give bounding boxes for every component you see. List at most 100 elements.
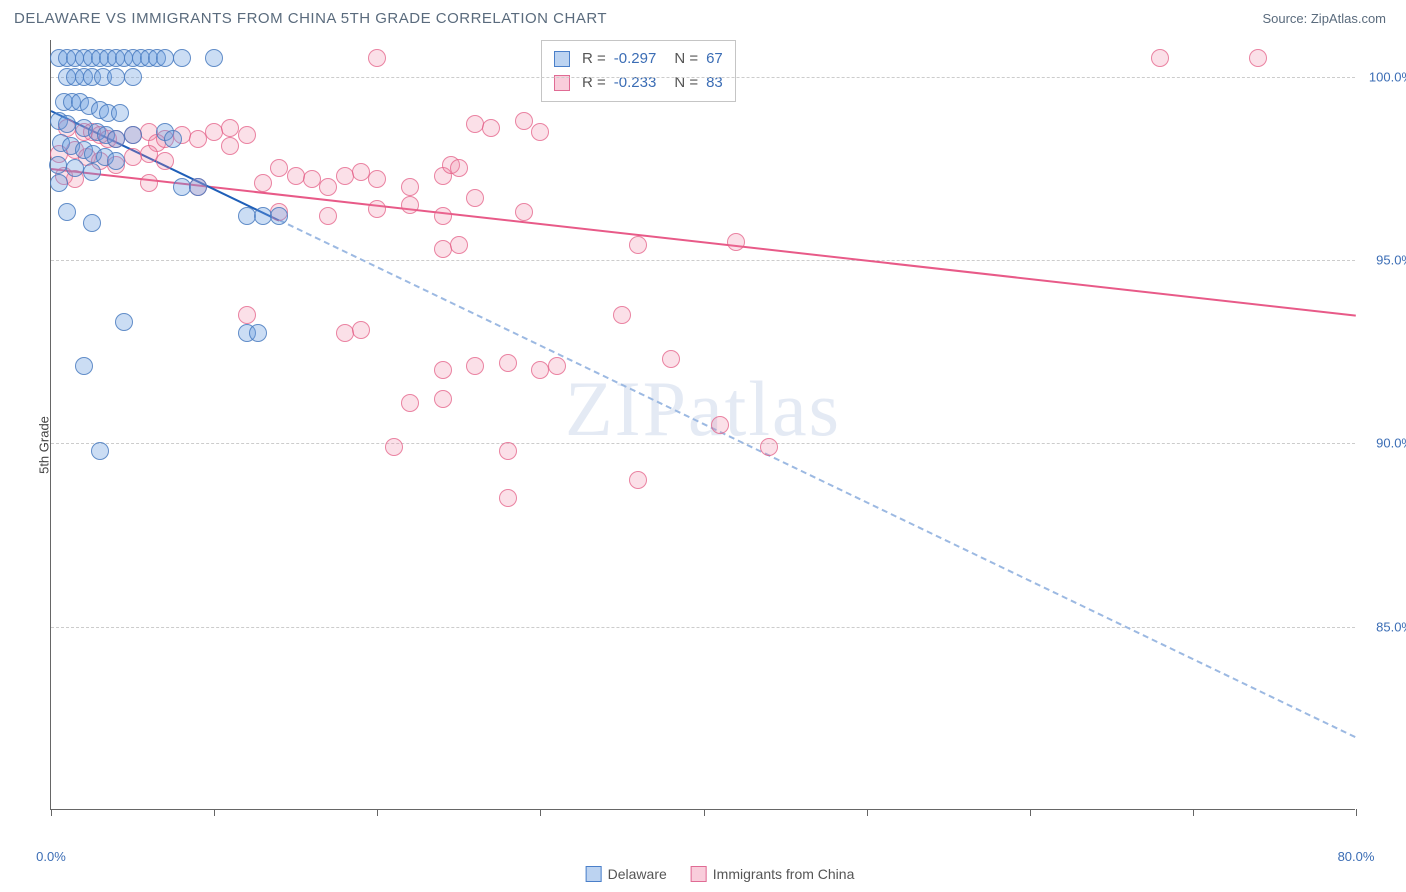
data-point [156, 49, 174, 67]
data-point [205, 123, 223, 141]
data-point [1249, 49, 1267, 67]
data-point [189, 178, 207, 196]
data-point [352, 163, 370, 181]
data-point [91, 442, 109, 460]
stat-r-label: R = [582, 71, 606, 95]
data-point [401, 196, 419, 214]
data-point [107, 152, 125, 170]
x-tick [214, 809, 215, 816]
x-tick [1356, 809, 1357, 816]
data-point [466, 357, 484, 375]
data-point [221, 137, 239, 155]
data-point [173, 178, 191, 196]
data-point [368, 170, 386, 188]
gridline [51, 443, 1355, 444]
data-point [140, 174, 158, 192]
legend-label-blue: Delaware [608, 866, 667, 882]
data-point [238, 126, 256, 144]
stat-r-pink: -0.233 [614, 71, 657, 95]
data-point [287, 167, 305, 185]
data-point [75, 357, 93, 375]
chart-container: 5th Grade ZIPatlas R = -0.297 N = 67 R =… [50, 40, 1390, 850]
data-point [156, 152, 174, 170]
data-point [124, 126, 142, 144]
data-point [164, 130, 182, 148]
gridline [51, 260, 1355, 261]
data-point [613, 306, 631, 324]
data-point [385, 438, 403, 456]
x-tick [867, 809, 868, 816]
data-point [336, 167, 354, 185]
data-point [434, 361, 452, 379]
x-tick [704, 809, 705, 816]
data-point [111, 104, 129, 122]
legend-item-blue: Delaware [586, 866, 667, 882]
data-point [727, 233, 745, 251]
bottom-legend: Delaware Immigrants from China [586, 866, 855, 882]
legend-label-pink: Immigrants from China [713, 866, 855, 882]
y-tick-label: 100.0% [1369, 69, 1406, 84]
data-point [629, 236, 647, 254]
data-point [531, 361, 549, 379]
gridline [51, 77, 1355, 78]
data-point [319, 178, 337, 196]
data-point [303, 170, 321, 188]
data-point [450, 236, 468, 254]
x-tick [1030, 809, 1031, 816]
data-point [83, 214, 101, 232]
data-point [238, 306, 256, 324]
data-point [531, 123, 549, 141]
swatch-pink [691, 866, 707, 882]
stats-row-blue: R = -0.297 N = 67 [554, 47, 723, 71]
data-point [450, 159, 468, 177]
data-point [107, 68, 125, 86]
data-point [499, 354, 517, 372]
data-point [401, 394, 419, 412]
data-point [629, 471, 647, 489]
chart-title: DELAWARE VS IMMIGRANTS FROM CHINA 5TH GR… [14, 10, 607, 27]
x-tick [1193, 809, 1194, 816]
data-point [254, 174, 272, 192]
data-point [368, 49, 386, 67]
data-point [434, 207, 452, 225]
data-point [58, 203, 76, 221]
data-point [515, 112, 533, 130]
data-point [249, 324, 267, 342]
data-point [401, 178, 419, 196]
x-tick [51, 809, 52, 816]
stat-r-label: R = [582, 47, 606, 71]
data-point [50, 174, 68, 192]
stat-n-label: N = [674, 71, 698, 95]
data-point [189, 130, 207, 148]
stats-row-pink: R = -0.233 N = 83 [554, 71, 723, 95]
x-tick-label: 0.0% [36, 849, 66, 864]
data-point [58, 115, 76, 133]
data-point [254, 207, 272, 225]
data-point [515, 203, 533, 221]
data-point [466, 189, 484, 207]
y-tick-label: 90.0% [1376, 436, 1406, 451]
data-point [49, 156, 67, 174]
legend-item-pink: Immigrants from China [691, 866, 855, 882]
data-point [221, 119, 239, 137]
stat-n-blue: 67 [706, 47, 723, 71]
x-tick [540, 809, 541, 816]
data-point [760, 438, 778, 456]
data-point [352, 321, 370, 339]
plot-area: ZIPatlas R = -0.297 N = 67 R = -0.233 N … [50, 40, 1355, 810]
data-point [499, 442, 517, 460]
data-point [711, 416, 729, 434]
data-point [270, 159, 288, 177]
data-point [434, 390, 452, 408]
y-tick-label: 85.0% [1376, 619, 1406, 634]
stat-r-blue: -0.297 [614, 47, 657, 71]
stat-n-pink: 83 [706, 71, 723, 95]
data-point [66, 159, 84, 177]
header: DELAWARE VS IMMIGRANTS FROM CHINA 5TH GR… [0, 0, 1406, 35]
source-attribution: Source: ZipAtlas.com [1262, 11, 1386, 26]
data-point [482, 119, 500, 137]
data-point [548, 357, 566, 375]
stats-legend: R = -0.297 N = 67 R = -0.233 N = 83 [541, 40, 736, 102]
y-tick-label: 95.0% [1376, 253, 1406, 268]
data-point [270, 207, 288, 225]
